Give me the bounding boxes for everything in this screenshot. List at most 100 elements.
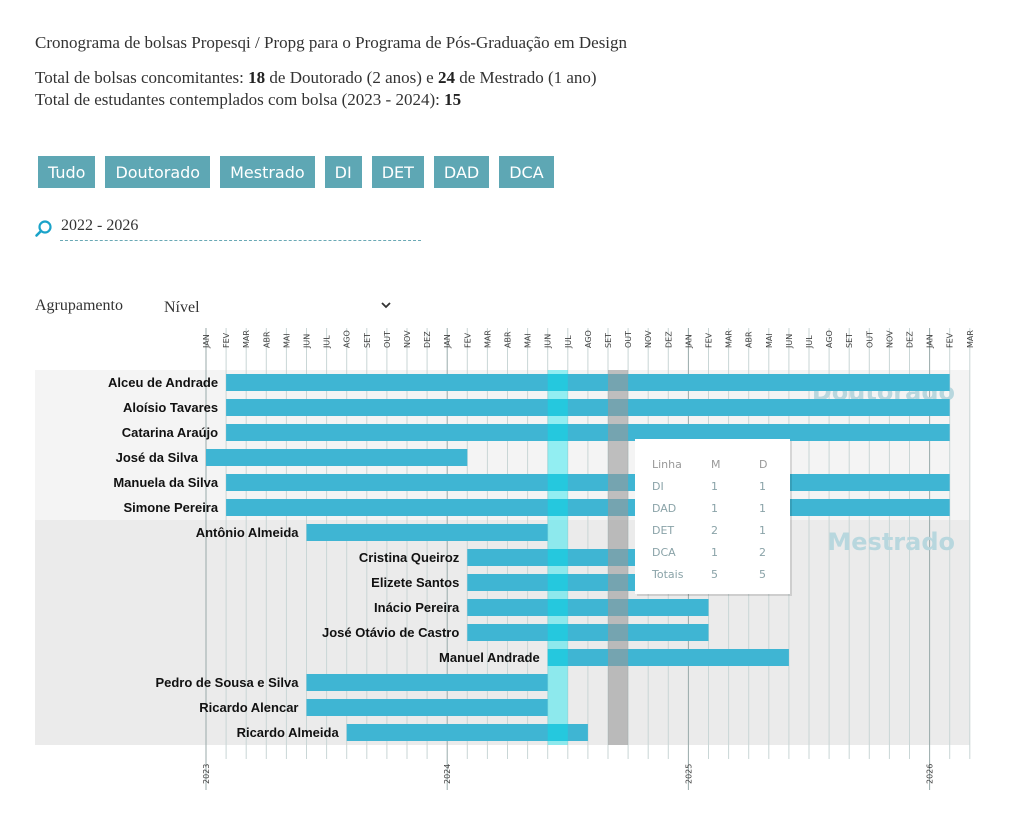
month-label: MAI	[765, 333, 774, 348]
student-name-label: Inácio Pereira	[374, 600, 460, 615]
concurrent-suffix: de Mestrado (1 ano)	[454, 68, 597, 87]
doutorado-count: 18	[248, 68, 266, 87]
tooltip-cell: DCA	[652, 546, 676, 559]
scholarship-bar	[226, 374, 950, 391]
month-label: JUL	[805, 335, 814, 349]
scholarship-bar	[226, 474, 950, 491]
student-name-label: Alceu de Andrade	[108, 375, 218, 390]
students-line: Total de estudantes contemplados com bol…	[35, 89, 597, 111]
tooltip-cell: 1	[759, 502, 766, 515]
filter-dad-button[interactable]: DAD	[433, 156, 490, 188]
students-count: 15	[444, 90, 462, 109]
tooltip-header: Linha	[652, 458, 682, 471]
month-label: JUL	[323, 335, 332, 349]
student-name-label: Simone Pereira	[123, 500, 218, 515]
month-label: MAI	[282, 333, 291, 348]
selected-month-band	[608, 370, 629, 745]
tooltip-cell: 2	[759, 546, 766, 559]
month-label: FEV	[463, 332, 472, 348]
month-label: FEV	[946, 332, 955, 348]
page-title: Cronograma de bolsas Propesqi / Propg pa…	[35, 33, 628, 52]
student-name-label: Antônio Almeida	[196, 525, 300, 540]
month-label: JUL	[564, 335, 573, 349]
month-label: AGO	[584, 330, 593, 348]
tooltip-cell: 1	[711, 480, 718, 493]
totals-summary: Total de bolsas concomitantes: 18 de Dou…	[35, 67, 597, 111]
year-label: 2024	[443, 764, 452, 784]
filter-di-button[interactable]: DI	[324, 156, 362, 188]
filter-mestrado-button[interactable]: Mestrado	[220, 156, 315, 188]
date-range-search-input[interactable]	[60, 212, 421, 241]
month-label: AGO	[825, 330, 834, 348]
chevron-down-icon	[381, 302, 391, 309]
grouping-label: Agrupamento	[35, 297, 123, 314]
tooltip-cell: 1	[711, 502, 718, 515]
month-label: OUT	[383, 331, 392, 348]
year-label: 2023	[202, 764, 211, 784]
tooltip-cell: 1	[759, 480, 766, 493]
grouping-select[interactable]: Nível	[160, 295, 396, 319]
month-label: NOV	[885, 330, 894, 348]
student-name-label: Manuel Andrade	[439, 650, 540, 665]
month-label: SET	[604, 333, 613, 348]
concurrent-prefix: Total de bolsas concomitantes:	[35, 68, 249, 87]
filter-doutorado-button[interactable]: Doutorado	[105, 156, 211, 188]
scholarship-bar	[467, 624, 709, 641]
student-name-label: Ricardo Almeida	[237, 725, 340, 740]
month-label: JAN	[684, 334, 693, 349]
scholarship-bar	[467, 599, 709, 616]
filter-det-button[interactable]: DET	[371, 156, 424, 188]
month-label: MAI	[524, 333, 533, 348]
month-label: DEZ	[423, 331, 432, 348]
month-label: DEZ	[664, 331, 673, 348]
student-name-label: Ricardo Alencar	[199, 700, 298, 715]
student-name-label: Cristina Queiroz	[359, 550, 460, 565]
month-label: JAN	[202, 334, 211, 349]
concurrent-mid: de Doutorado (2 anos) e	[265, 68, 438, 87]
scholarship-bar	[226, 424, 950, 441]
scholarship-bar	[226, 399, 950, 416]
scholarship-bar	[306, 674, 548, 691]
tooltip-cell: DI	[652, 480, 664, 493]
tooltip-cell: 1	[759, 524, 766, 537]
tooltip-cell: 2	[711, 524, 718, 537]
scholarship-bar	[306, 524, 548, 541]
students-prefix: Total de estudantes contemplados com bol…	[35, 90, 445, 109]
scholarship-bar	[306, 699, 548, 716]
filter-tudo-button[interactable]: Tudo	[38, 156, 96, 188]
group-background	[35, 370, 970, 520]
month-label: MAR	[725, 330, 734, 348]
month-label: SET	[363, 333, 372, 348]
tooltip-cell: 1	[711, 546, 718, 559]
scholarship-bar	[547, 649, 789, 666]
search-icon	[35, 220, 52, 237]
tooltip-cell: DAD	[652, 502, 676, 515]
tooltip-cell: DET	[652, 524, 674, 537]
month-label: OUT	[865, 331, 874, 348]
month-label: DEZ	[906, 331, 915, 348]
student-name-label: José da Silva	[116, 450, 199, 465]
tooltip-cell: Totais	[651, 568, 684, 581]
filter-dca-button[interactable]: DCA	[499, 156, 554, 188]
month-label: JUN	[303, 334, 312, 349]
student-name-label: Manuela da Silva	[113, 475, 219, 490]
month-label: AGO	[343, 330, 352, 348]
month-label: JUN	[544, 334, 553, 349]
year-label: 2026	[926, 764, 935, 784]
month-label: JUN	[785, 334, 794, 349]
month-label: MAR	[966, 330, 975, 348]
student-name-label: Elizete Santos	[371, 575, 459, 590]
student-name-label: Aloísio Tavares	[123, 400, 218, 415]
month-label: ABR	[504, 331, 513, 348]
student-name-label: José Otávio de Castro	[322, 625, 459, 640]
mestrado-count: 24	[437, 68, 455, 87]
month-label: NOV	[403, 330, 412, 348]
scholarship-bar	[346, 724, 588, 741]
month-label: OUT	[624, 331, 633, 348]
year-label: 2025	[684, 764, 693, 784]
month-label: JAN	[926, 334, 935, 349]
tooltip-box	[635, 439, 790, 594]
month-label: FEV	[705, 332, 714, 348]
month-label: MAR	[242, 330, 251, 348]
